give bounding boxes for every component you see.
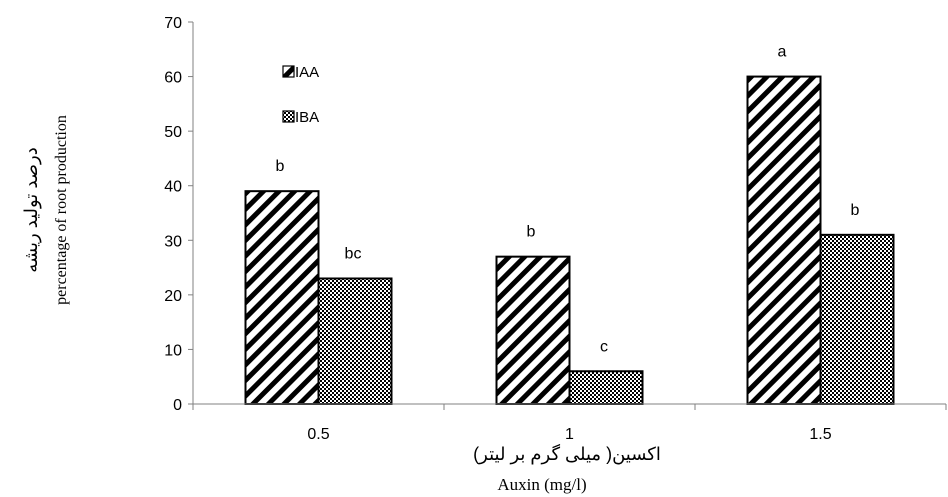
- legend-swatch-iaa: [282, 65, 295, 78]
- x-axis-ticks: 0.5 1 1.5: [192, 404, 947, 443]
- legend-label-iaa: IAA: [295, 64, 319, 81]
- legend: IAA IBA: [282, 64, 319, 126]
- bar-iaa-1: [495, 255, 571, 405]
- y-axis-title-en: percentage of root production: [53, 115, 70, 305]
- y-tick-label: 30: [164, 233, 182, 250]
- axes: [192, 22, 946, 405]
- legend-label-iba: IBA: [295, 109, 319, 126]
- bar-significance-label: c: [600, 338, 608, 355]
- y-tick-label: 70: [164, 15, 182, 32]
- bar-iba-1: [568, 370, 644, 405]
- legend-swatch-iba: [282, 110, 295, 123]
- bar-iaa-0.5: [244, 190, 320, 405]
- y-tick-label: 40: [164, 179, 182, 196]
- y-axis-title-fa: درصد تولید ریشه: [21, 147, 42, 273]
- bar-significance-label: b: [527, 224, 536, 241]
- bar-iaa-1.5: [746, 75, 822, 405]
- bars: [244, 75, 895, 405]
- bar-significance-label: bc: [345, 245, 362, 262]
- bar-significance-label: b: [276, 158, 285, 175]
- x-tick-label: 1.5: [809, 426, 831, 443]
- bar-significance-label: b: [851, 202, 860, 219]
- x-axis-title-fa: اکسین( میلی گرم بر لیتر): [473, 443, 661, 465]
- bar-significance-label: a: [778, 44, 787, 61]
- bar-iba-0.5: [317, 277, 393, 405]
- y-tick-label: 0: [173, 397, 182, 414]
- x-tick-label: 1: [565, 426, 574, 443]
- y-tick-label: 10: [164, 342, 182, 359]
- x-tick-label: 0.5: [307, 426, 329, 443]
- bar-iba-1.5: [819, 233, 895, 405]
- y-axis-ticks: 0 10 20 30 40 50 60 70: [164, 15, 193, 414]
- y-tick-label: 50: [164, 124, 182, 141]
- x-axis-title-en: Auxin (mg/l): [497, 475, 586, 494]
- y-tick-label: 60: [164, 70, 182, 87]
- y-tick-label: 20: [164, 288, 182, 305]
